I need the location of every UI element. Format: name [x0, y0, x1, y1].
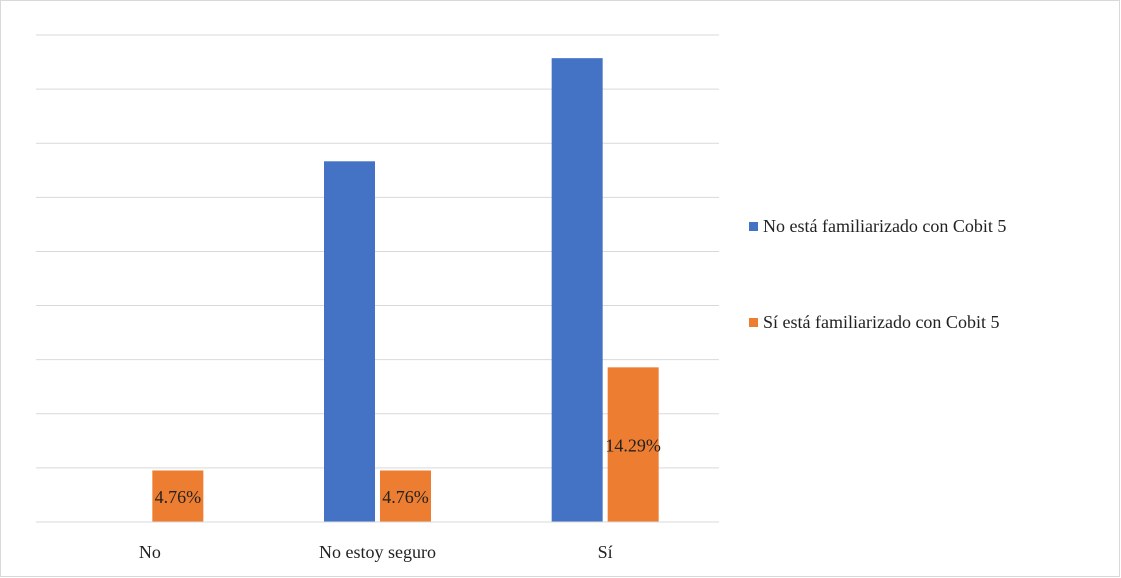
bar-si-familiarizado-0	[152, 470, 204, 522]
x-tick-label: Sí	[598, 542, 613, 562]
legend-item-series-1: No está familiarizado con Cobit 5	[749, 211, 1109, 241]
data-label: 4.76%	[155, 487, 202, 507]
x-tick-label: No estoy seguro	[319, 542, 436, 562]
data-label: 4.76%	[382, 487, 429, 507]
legend-swatch-blue	[749, 221, 758, 231]
legend-item-series-2: Sí está familiarizado con Cobit 5	[749, 307, 1109, 337]
legend-swatch-orange	[749, 317, 758, 327]
bar-si-familiarizado-1	[380, 470, 431, 522]
x-axis: No No estoy seguro Sí	[36, 521, 719, 562]
legend-label-series-2: Sí está familiarizado con Cobit 5	[763, 311, 1000, 332]
x-tick-label: No	[139, 542, 161, 562]
gridlines	[36, 34, 719, 469]
legend-label-series-1: No está familiarizado con Cobit 5	[763, 215, 1007, 236]
bar-no-familiarizado-2	[551, 58, 603, 523]
data-label: 14.29%	[605, 436, 661, 456]
bar-si-familiarizado-2	[607, 367, 659, 522]
bar-no-familiarizado-1	[324, 161, 375, 522]
bars	[152, 58, 659, 523]
legend: No está familiarizado con Cobit 5 Sí est…	[749, 211, 1109, 403]
data-labels: 4.76% 4.76% 14.29%	[155, 436, 661, 508]
